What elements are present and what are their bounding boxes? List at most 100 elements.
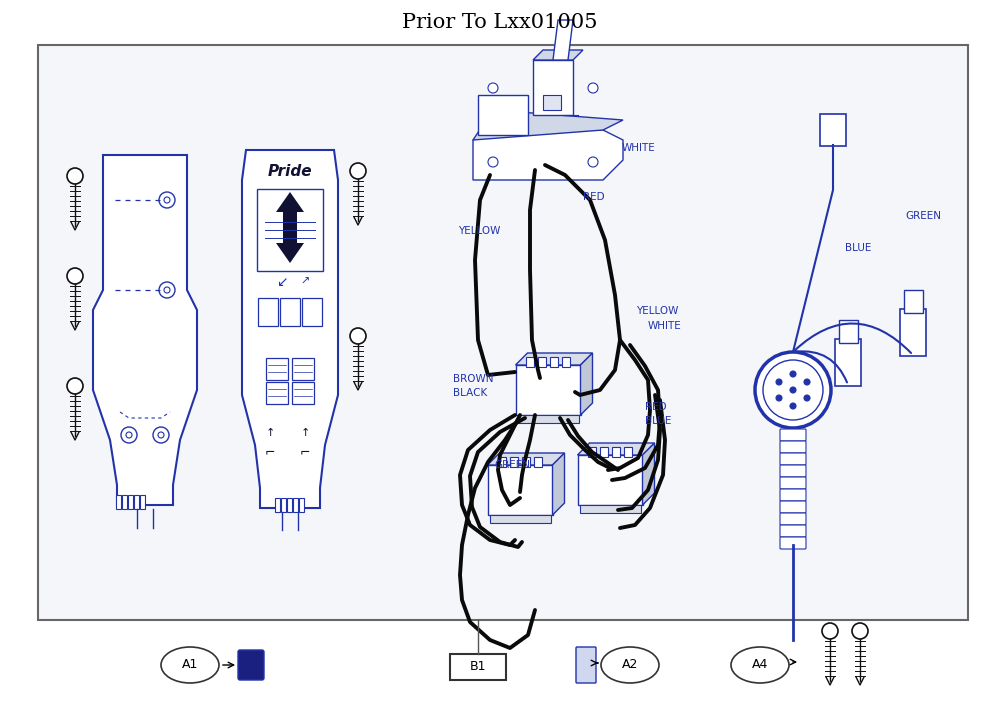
Text: RED: RED	[583, 192, 605, 202]
Polygon shape	[533, 50, 583, 60]
FancyBboxPatch shape	[287, 498, 292, 512]
Circle shape	[126, 432, 132, 438]
FancyBboxPatch shape	[624, 447, 632, 457]
Circle shape	[755, 352, 831, 428]
FancyBboxPatch shape	[533, 60, 573, 115]
Text: WHITE: WHITE	[648, 321, 682, 331]
FancyBboxPatch shape	[478, 95, 528, 135]
Text: BLUE: BLUE	[645, 416, 671, 426]
Circle shape	[790, 371, 796, 377]
Text: YELLOW: YELLOW	[636, 306, 678, 317]
Text: YELLOW: YELLOW	[458, 226, 500, 236]
FancyBboxPatch shape	[122, 495, 127, 509]
FancyBboxPatch shape	[266, 382, 288, 404]
FancyBboxPatch shape	[820, 114, 846, 146]
Circle shape	[790, 403, 796, 409]
FancyBboxPatch shape	[450, 654, 506, 680]
FancyBboxPatch shape	[510, 457, 518, 467]
FancyBboxPatch shape	[116, 495, 121, 509]
Text: ↗: ↗	[300, 277, 310, 287]
FancyBboxPatch shape	[780, 537, 806, 549]
Text: GREEN: GREEN	[494, 460, 530, 470]
FancyBboxPatch shape	[538, 357, 546, 367]
Polygon shape	[276, 192, 304, 230]
FancyBboxPatch shape	[275, 498, 280, 512]
FancyBboxPatch shape	[780, 429, 806, 441]
FancyBboxPatch shape	[780, 465, 806, 477]
Polygon shape	[516, 353, 592, 365]
Polygon shape	[93, 155, 197, 505]
FancyBboxPatch shape	[128, 495, 133, 509]
Text: Pride: Pride	[268, 164, 312, 180]
Ellipse shape	[731, 647, 789, 683]
FancyBboxPatch shape	[543, 95, 561, 110]
Polygon shape	[578, 455, 642, 505]
Polygon shape	[488, 453, 564, 465]
FancyBboxPatch shape	[900, 309, 926, 356]
FancyBboxPatch shape	[498, 457, 506, 467]
Circle shape	[159, 282, 175, 298]
Circle shape	[164, 197, 170, 203]
Text: A1: A1	[182, 658, 198, 671]
FancyBboxPatch shape	[134, 495, 139, 509]
Circle shape	[804, 395, 810, 401]
FancyBboxPatch shape	[140, 495, 145, 509]
Text: GREEN: GREEN	[905, 211, 941, 221]
Circle shape	[790, 387, 796, 393]
Circle shape	[350, 163, 366, 179]
Polygon shape	[276, 225, 304, 263]
FancyBboxPatch shape	[562, 357, 570, 367]
Text: ↙: ↙	[276, 275, 288, 289]
Circle shape	[350, 328, 366, 344]
FancyBboxPatch shape	[526, 357, 534, 367]
Text: A2: A2	[622, 658, 638, 671]
Circle shape	[488, 83, 498, 93]
Polygon shape	[553, 20, 573, 60]
FancyBboxPatch shape	[281, 498, 286, 512]
FancyBboxPatch shape	[780, 501, 806, 513]
FancyBboxPatch shape	[835, 339, 861, 386]
Polygon shape	[516, 365, 580, 415]
Circle shape	[158, 432, 164, 438]
FancyBboxPatch shape	[302, 298, 322, 326]
Polygon shape	[578, 443, 654, 455]
FancyBboxPatch shape	[780, 489, 806, 501]
FancyBboxPatch shape	[838, 319, 858, 342]
FancyBboxPatch shape	[257, 189, 323, 271]
Circle shape	[588, 83, 598, 93]
Text: ↑: ↑	[265, 428, 275, 438]
FancyBboxPatch shape	[293, 498, 298, 512]
Text: ⌐: ⌐	[300, 446, 310, 459]
FancyBboxPatch shape	[238, 650, 264, 680]
Polygon shape	[473, 130, 623, 180]
Text: BLUE: BLUE	[845, 243, 871, 253]
Circle shape	[822, 623, 838, 639]
Text: WHITE: WHITE	[622, 143, 656, 153]
Circle shape	[852, 623, 868, 639]
Text: B1: B1	[470, 660, 486, 673]
FancyBboxPatch shape	[518, 415, 578, 423]
FancyBboxPatch shape	[522, 457, 530, 467]
Circle shape	[804, 379, 810, 385]
FancyBboxPatch shape	[266, 358, 288, 380]
FancyBboxPatch shape	[780, 453, 806, 465]
FancyBboxPatch shape	[534, 457, 542, 467]
Circle shape	[164, 287, 170, 293]
Circle shape	[67, 378, 83, 394]
Polygon shape	[642, 443, 654, 505]
FancyBboxPatch shape	[38, 45, 968, 620]
Circle shape	[588, 157, 598, 167]
Text: RED: RED	[645, 402, 667, 412]
FancyBboxPatch shape	[580, 505, 640, 513]
Text: A4: A4	[752, 658, 768, 671]
FancyBboxPatch shape	[258, 298, 278, 326]
FancyBboxPatch shape	[600, 447, 608, 457]
Circle shape	[776, 379, 782, 385]
Text: ↑: ↑	[300, 428, 310, 438]
FancyBboxPatch shape	[576, 647, 596, 683]
FancyBboxPatch shape	[780, 525, 806, 537]
Text: BROWN: BROWN	[453, 374, 494, 384]
Ellipse shape	[161, 647, 219, 683]
Circle shape	[159, 192, 175, 208]
Polygon shape	[580, 353, 592, 415]
